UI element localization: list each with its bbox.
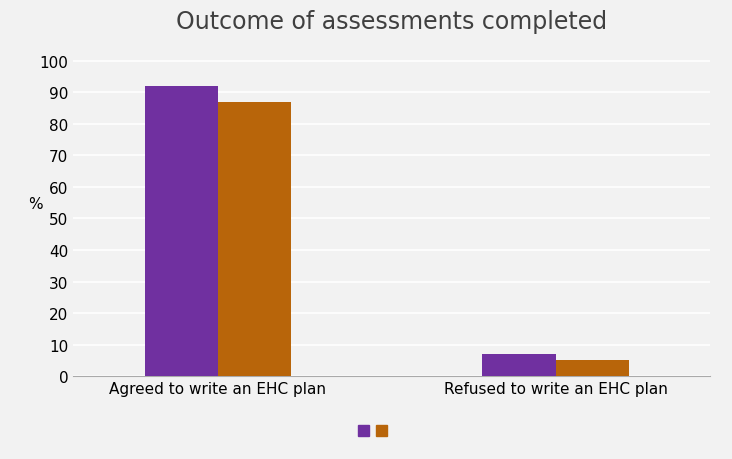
Bar — [218, 102, 291, 376]
Legend: , : , — [353, 420, 392, 443]
Y-axis label: %: % — [28, 196, 42, 211]
Bar — [556, 361, 629, 376]
Title: Outcome of assessments completed: Outcome of assessments completed — [176, 10, 607, 34]
Bar — [482, 354, 556, 376]
Bar — [145, 87, 218, 376]
